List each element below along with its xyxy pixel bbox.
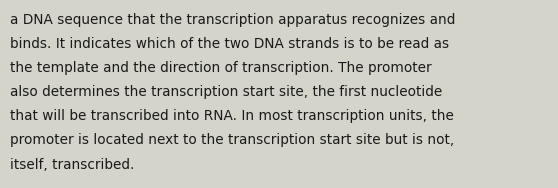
Text: itself, transcribed.: itself, transcribed. [10, 158, 134, 171]
Text: binds. It indicates which of the two DNA strands is to be read as: binds. It indicates which of the two DNA… [10, 37, 449, 51]
Text: the template and the direction of transcription. The promoter: the template and the direction of transc… [10, 61, 432, 75]
Text: that will be transcribed into RNA. In most transcription units, the: that will be transcribed into RNA. In mo… [10, 109, 454, 123]
Text: a DNA sequence that the transcription apparatus recognizes and: a DNA sequence that the transcription ap… [10, 13, 455, 27]
Text: promoter is located next to the transcription start site but is not,: promoter is located next to the transcri… [10, 133, 454, 147]
Text: also determines the transcription start site, the first nucleotide: also determines the transcription start … [10, 85, 442, 99]
